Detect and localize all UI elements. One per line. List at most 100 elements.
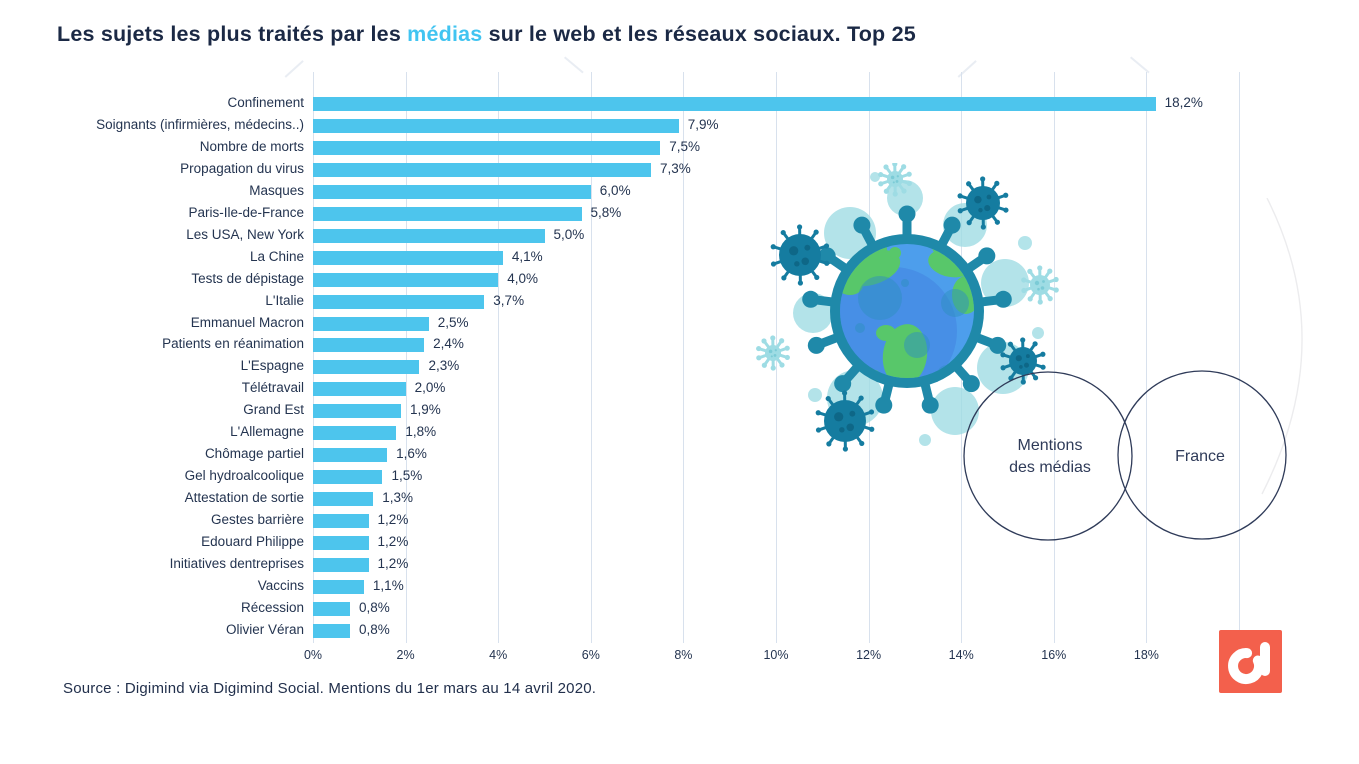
- bar: [313, 623, 351, 638]
- value-label: 1,2%: [377, 534, 409, 549]
- category-label: Edouard Philippe: [201, 534, 304, 549]
- category-label: Paris-Ile-de-France: [188, 204, 304, 220]
- title-highlight: médias: [407, 22, 483, 46]
- x-axis-tick-label: 12%: [856, 648, 882, 662]
- bar: [313, 404, 401, 419]
- category-label: Olivier Véran: [225, 621, 304, 637]
- category-label: Les USA, New York: [186, 226, 304, 242]
- digimind-logo: [1219, 630, 1282, 693]
- venn-right-label: France: [1175, 448, 1225, 465]
- bar: [313, 426, 397, 441]
- value-label: 7,9%: [687, 116, 719, 132]
- value-label: 1,6%: [396, 446, 427, 462]
- source-caption: Source : Digimind via Digimind Social. M…: [63, 680, 597, 697]
- bar: [313, 492, 374, 507]
- value-label: 1,8%: [405, 424, 437, 440]
- decorative-diagonal: [284, 60, 304, 78]
- value-label: 1,9%: [409, 402, 441, 418]
- category-label: Masques: [249, 182, 304, 198]
- venn-diagram: Mentions des médias France: [963, 370, 1287, 541]
- value-label: 4,1%: [511, 248, 543, 264]
- page-title: Les sujets les plus traités par les médi…: [57, 22, 916, 47]
- bar: [313, 272, 499, 287]
- bar: [313, 316, 429, 331]
- category-label: L'Espagne: [240, 358, 304, 374]
- value-label: 7,5%: [669, 138, 701, 154]
- bar: [313, 382, 406, 397]
- bar: [313, 536, 369, 550]
- value-label: 2,5%: [437, 314, 469, 330]
- category-label: Propagation du virus: [180, 160, 304, 176]
- venn-circle-france: [1117, 370, 1287, 540]
- value-label: 1,3%: [382, 490, 413, 506]
- value-label: 0,8%: [359, 621, 390, 637]
- bar: [313, 184, 591, 199]
- decorative-arc: [1261, 198, 1303, 495]
- venn-left-label-line2: des médias: [1009, 459, 1091, 476]
- title-prefix: Les sujets les plus traités par les: [57, 22, 408, 46]
- value-label: 5,0%: [553, 226, 585, 242]
- value-label: 1,1%: [372, 577, 404, 593]
- category-label: Confinement: [227, 95, 304, 110]
- gridline: [1239, 72, 1240, 643]
- bar: [313, 360, 420, 375]
- category-label: Récession: [240, 599, 304, 615]
- category-label: Initiatives dentreprises: [169, 555, 304, 571]
- value-label: 2,3%: [428, 358, 460, 374]
- value-label: 1,2%: [377, 512, 409, 528]
- bar: [313, 140, 661, 155]
- value-label: 3,7%: [493, 292, 525, 308]
- category-label: Grand Est: [243, 402, 304, 418]
- x-axis-tick-label: 16%: [1041, 648, 1067, 662]
- venn-circle-mentions-medias: [963, 371, 1133, 541]
- x-axis-tick-label: 2%: [396, 648, 415, 662]
- venn-left-label-line1: Mentions: [1018, 437, 1083, 454]
- decorative-diagonal: [1130, 56, 1150, 74]
- gridline: [590, 72, 592, 643]
- gridline: [683, 72, 685, 643]
- bar: [313, 228, 545, 243]
- value-label: 2,0%: [414, 380, 446, 396]
- digimind-d-icon: [1228, 642, 1270, 685]
- category-label: Patients en réanimation: [162, 336, 304, 352]
- value-label: 4,0%: [507, 270, 538, 286]
- value-label: 7,3%: [659, 160, 691, 176]
- bar: [313, 97, 1156, 111]
- bar: [313, 206, 582, 221]
- bar: [313, 557, 369, 572]
- bar: [313, 470, 383, 485]
- category-label: L'Allemagne: [230, 424, 304, 440]
- category-label: Télétravail: [241, 380, 304, 396]
- x-axis-tick-label: 6%: [581, 648, 600, 662]
- category-label: Tests de dépistage: [191, 270, 304, 286]
- x-axis-tick-label: 14%: [948, 648, 974, 662]
- category-label: Gestes barrière: [210, 512, 304, 528]
- category-label: Gel hydroalcoolique: [184, 468, 304, 484]
- bar: [313, 579, 364, 594]
- value-label: 6,0%: [599, 182, 631, 198]
- gridline: [313, 72, 314, 643]
- category-label: Nombre de morts: [199, 138, 304, 154]
- category-label: Soignants (infirmières, médecins..): [96, 116, 304, 132]
- category-label: L'Italie: [265, 292, 304, 308]
- value-label: 2,4%: [433, 336, 464, 352]
- bar: [313, 338, 425, 353]
- x-axis-tick-label: 4%: [489, 648, 508, 662]
- bar: [313, 448, 388, 463]
- value-label: 1,2%: [377, 555, 409, 571]
- gridline: [498, 72, 500, 643]
- category-label: Chômage partiel: [204, 446, 304, 462]
- x-axis-tick-label: 18%: [1133, 648, 1159, 662]
- bar: [313, 514, 369, 529]
- gridline: [1053, 72, 1055, 643]
- bar: [313, 162, 651, 177]
- value-label: 5,8%: [590, 204, 622, 220]
- decorative-diagonal: [564, 56, 584, 74]
- bar: [313, 118, 679, 133]
- value-label: 1,5%: [391, 468, 423, 484]
- x-axis-tick-label: 10%: [763, 648, 789, 662]
- bar: [313, 250, 503, 265]
- title-suffix: sur le web et les réseaux sociaux. Top 2…: [482, 22, 916, 46]
- x-axis-tick-label: 8%: [674, 648, 693, 662]
